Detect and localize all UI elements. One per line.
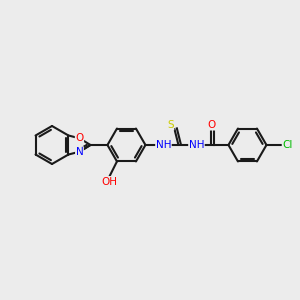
Text: O: O xyxy=(207,120,216,130)
Text: OH: OH xyxy=(101,177,117,187)
Text: N: N xyxy=(76,147,83,157)
Text: NH: NH xyxy=(189,140,204,150)
Text: O: O xyxy=(75,133,84,143)
Text: S: S xyxy=(167,120,174,130)
Text: NH: NH xyxy=(156,140,171,150)
Text: Cl: Cl xyxy=(282,140,292,150)
